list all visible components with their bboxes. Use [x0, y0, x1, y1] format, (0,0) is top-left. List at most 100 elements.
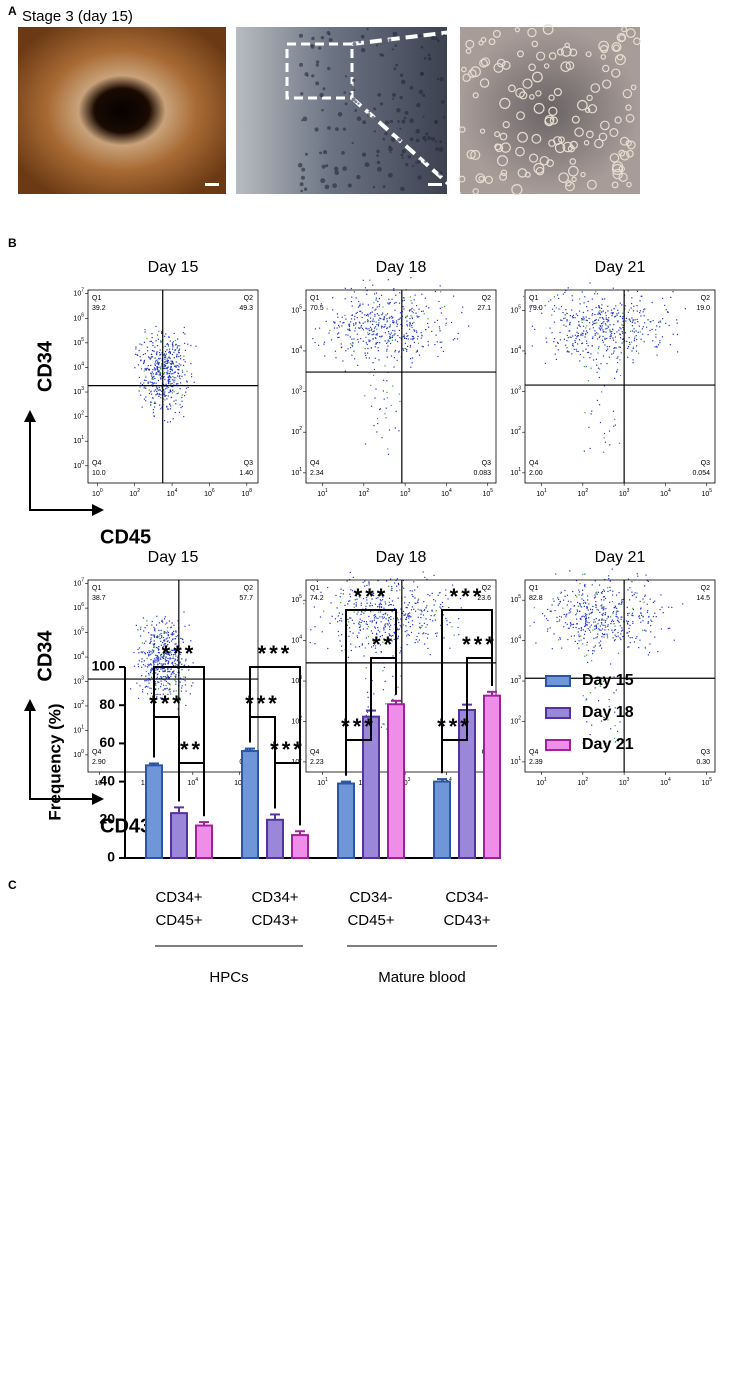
flow-dot: [411, 326, 413, 329]
flow-dot: [341, 620, 343, 622]
flow-dot: [583, 637, 585, 639]
flow-dot: [400, 650, 402, 652]
flow-dot: [614, 347, 616, 349]
cell: [400, 153, 404, 157]
flow-dot: [318, 344, 320, 346]
flow-dot: [133, 665, 135, 667]
tick-exponent: 4: [518, 635, 521, 641]
flow-dot: [592, 605, 594, 608]
flow-dot: [355, 297, 357, 299]
flow-dot: [135, 624, 138, 626]
flow-dot: [404, 342, 407, 344]
flow-dot: [605, 312, 607, 314]
flow-dot: [309, 642, 311, 644]
flow-dot: [406, 320, 408, 322]
tick-base: 10: [73, 605, 81, 612]
cell: [583, 140, 590, 146]
flow-dot: [425, 626, 427, 628]
tick-label: 101: [317, 488, 328, 498]
flow-dot: [167, 661, 170, 663]
flow-dot: [371, 311, 373, 313]
flow-dot: [383, 326, 385, 328]
flow-dot: [595, 291, 597, 293]
flow-dot: [457, 626, 459, 629]
flow-dot: [172, 649, 174, 652]
flow-dot: [397, 318, 399, 321]
flow-dot: [426, 637, 429, 639]
flow-dot: [389, 603, 391, 606]
flow-dot: [605, 608, 607, 610]
tick-exponent: 4: [299, 345, 302, 351]
flow-dot: [610, 312, 612, 314]
flow-dot: [174, 643, 176, 645]
cell: [324, 184, 330, 190]
flow-dot: [155, 325, 157, 328]
flow-dot: [149, 687, 151, 689]
flow-dot: [175, 690, 177, 692]
cell: [594, 138, 604, 149]
flow-dot: [368, 333, 371, 335]
flow-dot: [412, 595, 414, 598]
tick-label: 101: [510, 467, 521, 477]
flow-dot: [407, 604, 409, 606]
flow-dot: [374, 315, 376, 317]
tick-label: 107: [73, 288, 84, 298]
flow-dot: [167, 640, 169, 642]
flow-dot: [388, 317, 390, 319]
flow-dot: [384, 340, 386, 342]
cell: [376, 154, 379, 157]
flow-dot: [179, 661, 181, 663]
flow-dot: [615, 341, 617, 343]
flow-dot: [361, 643, 364, 645]
flow-dot: [168, 689, 170, 691]
flow-dot: [643, 315, 645, 317]
flow-dot: [421, 625, 423, 627]
tick-base: 10: [73, 629, 81, 636]
flow-dot: [405, 606, 407, 609]
flow-dot: [627, 346, 630, 348]
flow-dot: [340, 346, 342, 349]
flow-dot: [431, 330, 433, 333]
tick-exponent: 7: [81, 288, 84, 294]
significance-label: **: [372, 632, 395, 657]
flow-dot: [175, 683, 177, 685]
flow-dot: [174, 662, 176, 665]
flow-dot: [376, 332, 378, 335]
flow-dot: [406, 335, 408, 337]
flow-dot: [167, 408, 169, 410]
tick-exponent: 4: [299, 635, 302, 641]
cell: [382, 185, 386, 189]
flow-dot: [634, 322, 636, 324]
flow-dot: [615, 635, 617, 638]
flow-dot: [154, 377, 156, 380]
flow-dot: [529, 306, 531, 308]
flow-dot: [163, 392, 165, 394]
flow-dot: [571, 299, 574, 301]
flow-dot: [190, 362, 192, 365]
flow-dot: [383, 607, 385, 609]
flow-dot: [381, 592, 384, 594]
flow-dot: [170, 385, 172, 388]
tick-label: 104: [291, 635, 302, 645]
tick-label: 102: [73, 700, 84, 710]
flow-dot: [351, 338, 353, 340]
flow-dot: [406, 324, 408, 326]
flow-dot: [605, 314, 607, 317]
flow-dot: [603, 385, 606, 387]
flow-dot: [356, 311, 358, 314]
tick-base: 10: [291, 718, 299, 725]
flow-dot: [384, 601, 386, 603]
flow-dot: [418, 354, 421, 356]
flow-dot: [155, 394, 157, 396]
cell: [392, 97, 395, 100]
flow-dot: [155, 672, 157, 674]
flow-dot: [406, 635, 408, 637]
tick-label: 104: [73, 362, 84, 372]
flow-dot: [431, 592, 433, 594]
flow-dot: [164, 688, 166, 690]
flow-dot: [654, 636, 656, 638]
cell: [405, 162, 409, 167]
flow-dot: [595, 306, 597, 309]
flow-dot: [576, 601, 579, 604]
flow-dot: [376, 328, 378, 330]
